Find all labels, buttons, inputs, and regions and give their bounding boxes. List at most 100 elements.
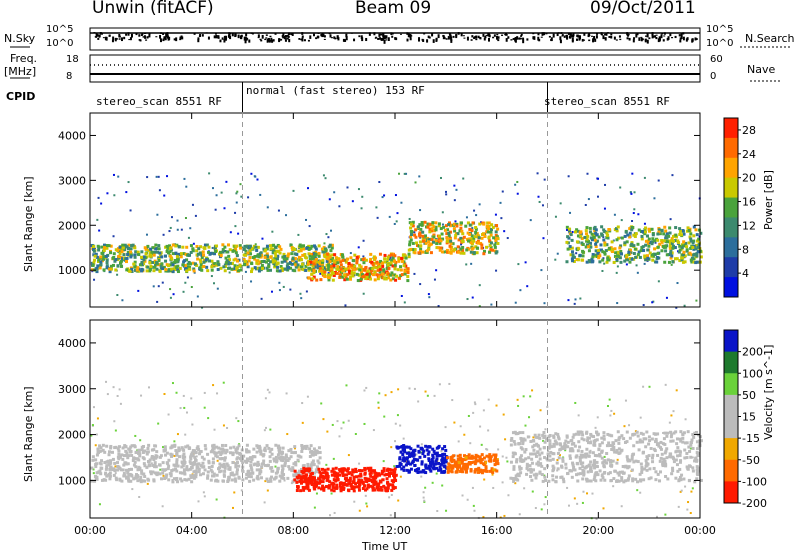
noise-sky-mark xyxy=(569,33,572,36)
power-cell xyxy=(154,243,158,247)
velocity-cell xyxy=(503,514,506,517)
noise-sky-mark xyxy=(663,35,666,37)
power-cell xyxy=(369,257,373,261)
power-cell xyxy=(431,223,435,227)
velocity-cell xyxy=(609,479,613,483)
velocity-cell xyxy=(476,454,480,458)
velocity-cell xyxy=(99,472,103,476)
power-cell xyxy=(157,258,161,262)
velocity-cell xyxy=(532,443,536,447)
power-cell xyxy=(601,250,605,254)
velocity-cell xyxy=(372,477,376,481)
power-cell xyxy=(581,254,585,258)
velocity-cell xyxy=(385,481,389,485)
velocity-cell xyxy=(615,461,619,465)
velocity-cell xyxy=(649,446,653,450)
velocity-cell xyxy=(536,436,540,440)
velocity-cell xyxy=(212,446,216,450)
power-cell xyxy=(349,270,353,274)
power-cell xyxy=(365,275,369,279)
power-cell xyxy=(304,268,308,272)
power-cell xyxy=(300,264,304,268)
y-tick-label: 1000 xyxy=(58,264,86,277)
velocity-cell xyxy=(268,450,272,454)
power-cell xyxy=(184,252,188,256)
power-cell xyxy=(359,265,363,269)
velocity-cell xyxy=(393,474,397,478)
velocity-cell xyxy=(266,489,269,492)
power-cell xyxy=(232,258,236,262)
velocity-cell xyxy=(675,463,679,467)
velocity-cell xyxy=(556,432,560,436)
noise-sky-mark xyxy=(435,37,438,41)
velocity-cell xyxy=(274,443,278,447)
power-cell xyxy=(689,258,693,262)
velocity-cell xyxy=(562,480,566,484)
velocity-cell xyxy=(310,472,314,476)
power-cell xyxy=(384,277,388,281)
velocity-cell xyxy=(351,487,355,491)
noise-sky-mark xyxy=(337,37,340,41)
noise-sky-mark xyxy=(475,38,478,41)
velocity-cell xyxy=(429,469,433,473)
velocity-cell xyxy=(325,463,328,466)
velocity-cell xyxy=(521,442,525,446)
power-cell xyxy=(567,299,570,302)
power-cell xyxy=(474,230,478,234)
velocity-cell xyxy=(420,451,423,454)
noise-sky-mark xyxy=(537,36,540,41)
noise-sky-mark xyxy=(345,36,348,40)
power-cell xyxy=(96,264,100,268)
power-cell xyxy=(446,228,450,232)
power-cell xyxy=(189,262,193,266)
velocity-cell xyxy=(664,475,668,479)
velocity-cell xyxy=(460,457,464,461)
power-cell xyxy=(113,259,117,263)
velocity-cell xyxy=(191,423,194,426)
power-cell xyxy=(91,247,95,251)
power-cell xyxy=(278,269,282,273)
velocity-cell xyxy=(193,455,197,459)
power-cell xyxy=(168,247,172,251)
power-cell xyxy=(694,261,698,265)
velocity-cell xyxy=(209,478,213,482)
velocity-cell xyxy=(259,476,263,480)
power-cell xyxy=(327,264,331,268)
velocity-cell xyxy=(370,469,374,473)
velocity-cell xyxy=(283,461,287,465)
power-cell xyxy=(244,249,248,253)
velocity-cell xyxy=(613,450,617,454)
power-cell xyxy=(171,263,175,267)
power-cell xyxy=(271,260,275,264)
power-cell xyxy=(434,225,438,229)
velocity-cell xyxy=(473,469,477,473)
power-cell xyxy=(653,247,657,251)
velocity-cell xyxy=(473,401,476,404)
velocity-cell xyxy=(693,480,697,484)
velocity-cell xyxy=(685,451,689,455)
velocity-cell xyxy=(582,490,585,493)
velocity-cell xyxy=(203,444,207,448)
power-cell xyxy=(189,244,193,248)
velocity-cell xyxy=(136,479,140,483)
power-cell xyxy=(273,265,277,269)
velocity-cell xyxy=(252,478,256,482)
velocity-cell xyxy=(374,476,378,480)
power-cell xyxy=(378,181,381,184)
power-cell xyxy=(160,255,164,259)
velocity-cell xyxy=(432,449,436,453)
noise-sky-mark xyxy=(175,37,178,42)
power-cell xyxy=(341,269,345,273)
velocity-cell xyxy=(447,462,451,466)
power-cell xyxy=(432,225,436,229)
velocity-cell xyxy=(639,431,643,435)
velocity-cell xyxy=(165,461,169,465)
power-cell xyxy=(616,225,620,229)
power-cell xyxy=(418,223,422,227)
velocity-cell xyxy=(395,465,399,469)
velocity-cell xyxy=(193,460,197,464)
power-cell xyxy=(629,191,632,194)
power-cell xyxy=(121,243,125,247)
velocity-cell xyxy=(163,445,167,449)
power-cell xyxy=(271,258,275,262)
